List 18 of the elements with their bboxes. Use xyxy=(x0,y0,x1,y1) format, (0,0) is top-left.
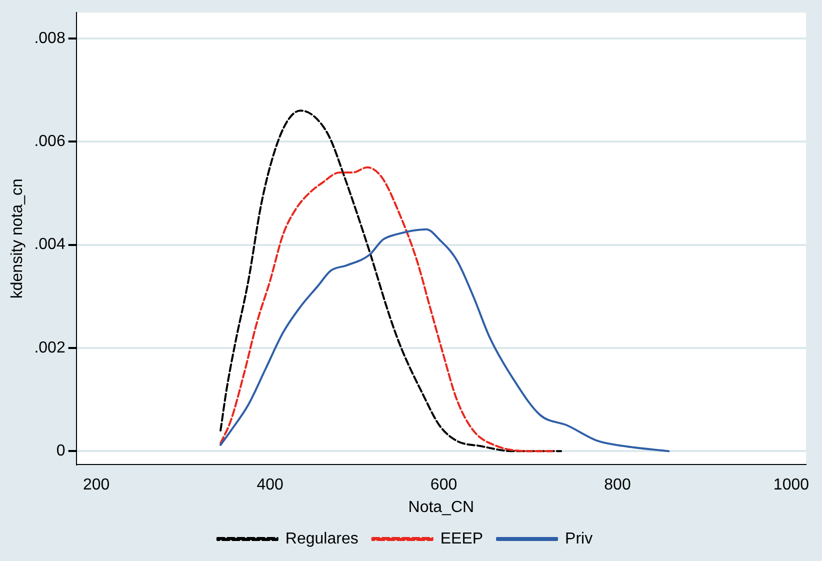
y-tick-label: 0 xyxy=(56,442,66,460)
x-tick-label: 800 xyxy=(604,476,631,494)
y-tick-label: .006 xyxy=(34,133,66,150)
line-series xyxy=(220,110,562,452)
legend-label: EEEP xyxy=(440,530,484,548)
y-tick-label: .008 xyxy=(34,30,66,47)
legend-label: Regulares xyxy=(285,530,358,548)
x-axis-title: Nota_CN xyxy=(408,498,474,516)
legend-label: Priv xyxy=(565,530,593,548)
x-tick-label: 600 xyxy=(430,476,458,494)
y-tick-label: .004 xyxy=(34,236,66,254)
x-tick-label: 1000 xyxy=(773,476,810,494)
x-tick-label: 200 xyxy=(82,476,110,494)
line-series xyxy=(220,166,554,452)
x-tick-label: 400 xyxy=(256,476,284,494)
y-tick-label: .002 xyxy=(34,339,66,356)
y-axis-title: kdensity nota_cn xyxy=(9,178,26,299)
line-series xyxy=(220,228,670,452)
